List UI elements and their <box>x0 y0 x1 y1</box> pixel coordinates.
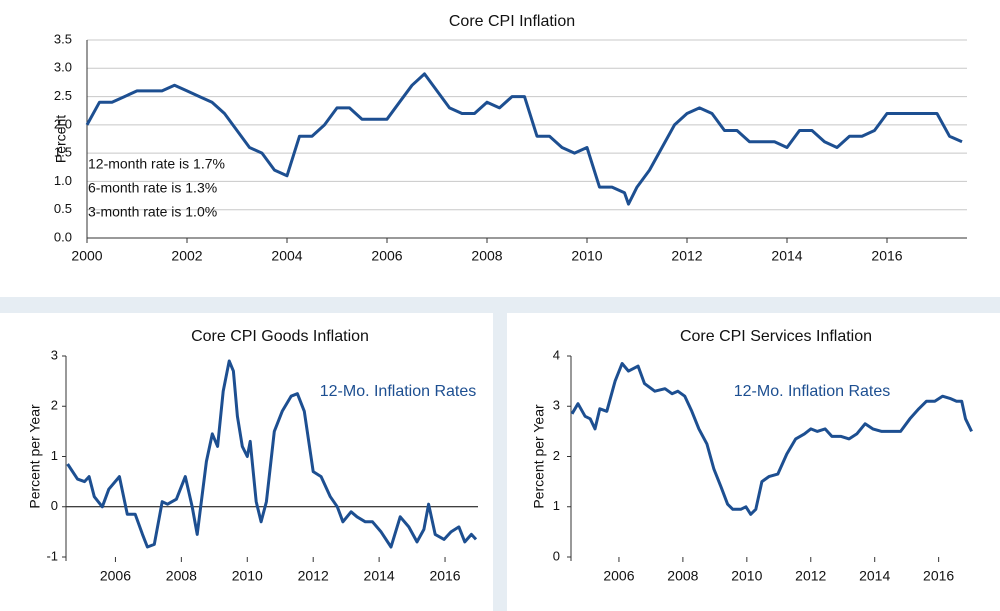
line-series <box>570 362 973 516</box>
line-series <box>66 359 478 549</box>
y-tick-label: 0.5 <box>54 201 72 216</box>
top-panel <box>0 0 1000 297</box>
x-tick-label: 2004 <box>271 248 302 264</box>
chart-title: Core CPI Inflation <box>449 13 575 30</box>
y-tick-label: 0 <box>553 548 560 563</box>
x-tick-label: 2006 <box>371 248 402 264</box>
x-tick-label: 2014 <box>771 248 802 264</box>
y-tick-label: 0.0 <box>54 229 72 244</box>
line-series <box>85 72 963 206</box>
x-tick-label: 2016 <box>923 568 954 584</box>
x-tick-label: 2012 <box>671 248 702 264</box>
chart-title: Core CPI Goods Inflation <box>191 328 369 345</box>
x-tick-label: 2012 <box>298 568 329 584</box>
x-tick-label: 2008 <box>667 568 698 584</box>
x-tick-label: 2014 <box>859 568 890 584</box>
y-tick-label: 1.0 <box>54 173 72 188</box>
x-tick-label: 2014 <box>364 568 395 584</box>
annotation: 3-month rate is 1.0% <box>88 204 217 220</box>
x-tick-label: 2010 <box>232 568 263 584</box>
y-tick-label: 3 <box>51 347 58 362</box>
y-tick-label: 1.5 <box>54 145 72 160</box>
y-tick-label: 4 <box>553 347 560 362</box>
x-tick-label: 2006 <box>100 568 131 584</box>
x-tick-label: 2010 <box>571 248 602 264</box>
left-panel <box>0 313 493 611</box>
x-tick-label: 2008 <box>166 568 197 584</box>
y-tick-label: 1 <box>553 498 560 513</box>
y-axis-label: Percent <box>53 115 69 163</box>
y-tick-label: 2 <box>51 398 58 413</box>
y-axis-label: Percent per Year <box>531 404 547 509</box>
x-tick-label: 2010 <box>731 568 762 584</box>
x-tick-label: 2016 <box>429 568 460 584</box>
x-tick-label: 2006 <box>603 568 634 584</box>
y-tick-label: 3 <box>553 398 560 413</box>
legend-label: 12-Mo. Inflation Rates <box>320 383 477 400</box>
x-tick-label: 2008 <box>471 248 502 264</box>
legend-label: 12-Mo. Inflation Rates <box>734 383 891 400</box>
right-panel <box>507 313 1000 611</box>
y-tick-label: 2.0 <box>54 116 72 131</box>
x-tick-label: 2000 <box>71 248 102 264</box>
x-tick-label: 2012 <box>795 568 826 584</box>
y-tick-label: 3.0 <box>54 60 72 75</box>
y-tick-label: 2.5 <box>54 88 72 103</box>
y-tick-label: 1 <box>51 448 58 463</box>
chart-title: Core CPI Services Inflation <box>680 328 872 345</box>
y-tick-label: 0 <box>51 498 58 513</box>
y-tick-label: 3.5 <box>54 31 72 46</box>
x-tick-label: 2016 <box>871 248 902 264</box>
annotation: 12-month rate is 1.7% <box>88 156 225 172</box>
annotation: 6-month rate is 1.3% <box>88 180 217 196</box>
y-axis-label: Percent per Year <box>27 404 43 509</box>
y-tick-label: 2 <box>553 448 560 463</box>
x-tick-label: 2002 <box>171 248 202 264</box>
y-tick-label: -1 <box>46 548 58 563</box>
